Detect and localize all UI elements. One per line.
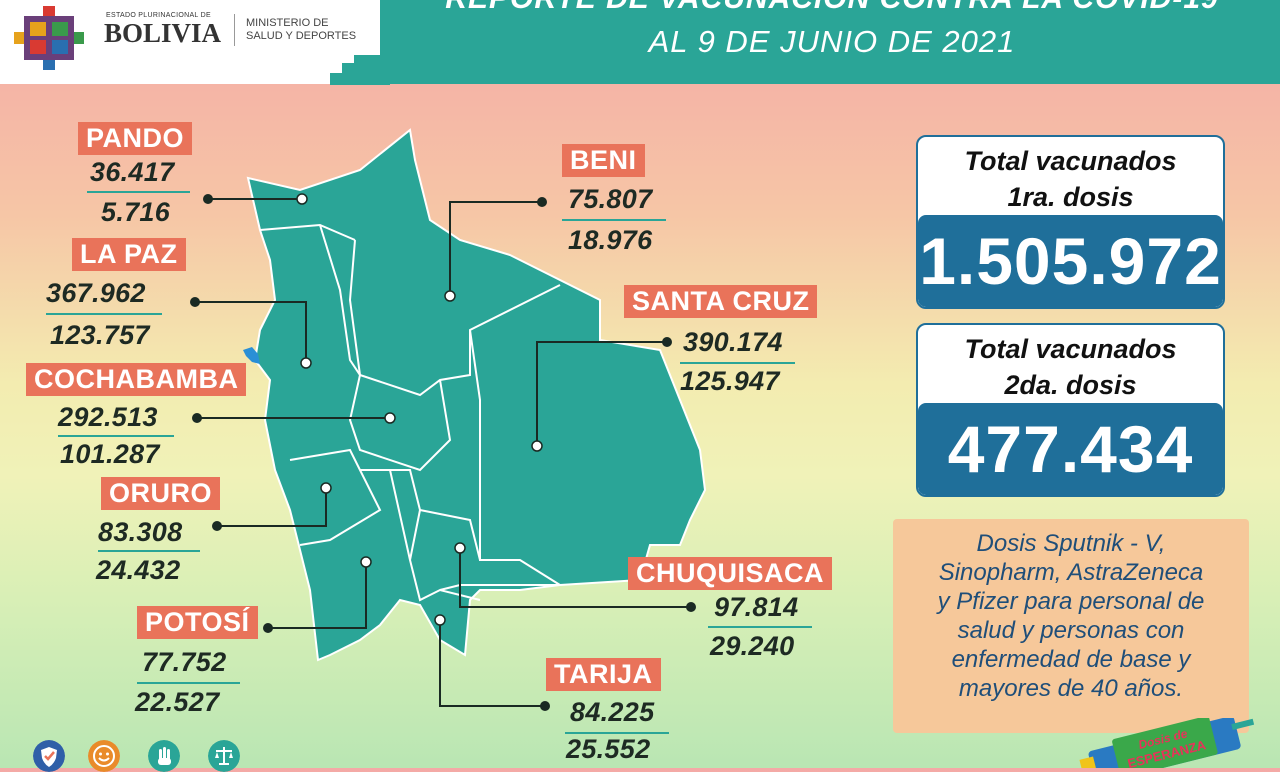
dept-underline-tarija [565,732,669,734]
dept-dose1-cochabamba: 292.513 [58,402,158,432]
dept-label-pando: PANDO [78,122,193,155]
total-first-dose-card: Total vacunados 1ra. dosis 1.505.972 [916,135,1225,309]
total-first-dose-title-line-1: Total vacunados [964,146,1177,176]
note-line-1: Dosis Sputnik - V, [976,530,1166,557]
dept-dose1-pando: 36.417 [90,157,175,187]
dept-label-tarija: TARIJA [546,658,661,691]
dept-dose2-cochabamba: 101.287 [60,439,160,469]
total-second-dose-title-line-1: Total vacunados [964,334,1177,364]
dept-dose1-tarija: 84.225 [570,697,655,727]
logo-divider [234,14,235,46]
dept-label-oruro: ORURO [101,477,220,510]
report-date: AL 9 DE JUNIO DE 2021 [648,24,1016,59]
total-first-dose-title-line-2: 1ra. dosis [1007,182,1134,212]
dept-underline-potosi [137,682,240,684]
estado-text: ESTADO PLURINACIONAL DE [106,12,211,19]
dept-dose2-beni: 18.976 [568,225,653,255]
hand-icon [148,740,180,772]
note-line-4: salud y personas con [957,617,1185,644]
dept-dose2-potosi: 22.527 [135,687,220,717]
dept-label-cochabamba: COCHABAMBA [26,363,247,396]
ministry-name: MINISTERIO DE SALUD Y DEPORTES [246,17,356,43]
dept-label-chuquisaca: CHUQUISACA [628,557,833,590]
total-second-dose-title-line-2: 2da. dosis [1004,370,1137,400]
country-name: BOLIVIA [104,18,222,48]
bolivia-emblem-icon [14,6,84,70]
total-first-dose-title: Total vacunados 1ra. dosis [918,137,1223,215]
dept-underline-chuquisaca [708,626,812,628]
dept-dose2-tarija: 25.552 [566,734,651,764]
dept-dose2-chuquisaca: 29.240 [710,631,795,661]
note-line-5: enfermedad de base y [951,646,1191,673]
dept-dose2-santa-cruz: 125.947 [680,366,780,396]
dept-underline-la-paz [46,313,162,315]
dept-label-beni: BENI [562,144,645,177]
dosis-de-esperanza-logo: Dosis de ESPERANZA [1079,718,1255,768]
dept-dose2-la-paz: 123.757 [50,320,150,350]
vaccine-note: Dosis Sputnik - V, Sinopharm, AstraZenec… [893,519,1249,733]
note-line-2: Sinopharm, AstraZeneca [938,559,1204,586]
dept-dose1-beni: 75.807 [568,184,653,214]
balance-icon [208,740,240,772]
ministry-logo-area: ESTADO PLURINACIONAL DE BOLIVIA MINISTER… [0,0,380,84]
bolivia-outline [246,128,707,662]
dept-underline-santa-cruz [680,362,795,364]
header-step-decoration [330,55,390,85]
note-line-3: y Pfizer para personal de [937,588,1205,615]
dept-underline-oruro [98,550,200,552]
report-title: REPORTE DE VACUNACIÓN CONTRA LA COVID-19 [384,0,1280,16]
dept-underline-pando [87,191,190,193]
dept-underline-beni [562,219,666,221]
dept-underline-cochabamba [58,435,174,437]
total-first-dose-value: 1.505.972 [918,215,1223,307]
dept-label-la-paz: LA PAZ [72,238,186,271]
smile-icon [88,740,120,772]
dept-dose2-pando: 5.716 [101,197,171,227]
bolivia-map [190,128,707,711]
dept-dose2-oruro: 24.432 [96,555,181,585]
note-line-6: mayores de 40 años. [958,675,1184,702]
dept-dose1-la-paz: 367.962 [46,278,146,308]
dept-dose1-potosi: 77.752 [142,647,227,677]
shield-icon [33,740,65,772]
dept-dose1-santa-cruz: 390.174 [683,327,783,357]
total-second-dose-card: Total vacunados 2da. dosis 477.434 [916,323,1225,497]
lake-titicaca [243,347,260,364]
ministry-line-1: MINISTERIO DE [246,17,329,29]
dept-dose1-chuquisaca: 97.814 [714,592,799,622]
dept-dose1-oruro: 83.308 [98,517,183,547]
total-second-dose-value: 477.434 [918,403,1223,495]
ministry-line-2: SALUD Y DEPORTES [246,30,357,42]
dept-label-potosi: POTOSÍ [137,606,258,639]
total-second-dose-title: Total vacunados 2da. dosis [918,325,1223,403]
dept-label-santa-cruz: SANTA CRUZ [624,285,818,318]
